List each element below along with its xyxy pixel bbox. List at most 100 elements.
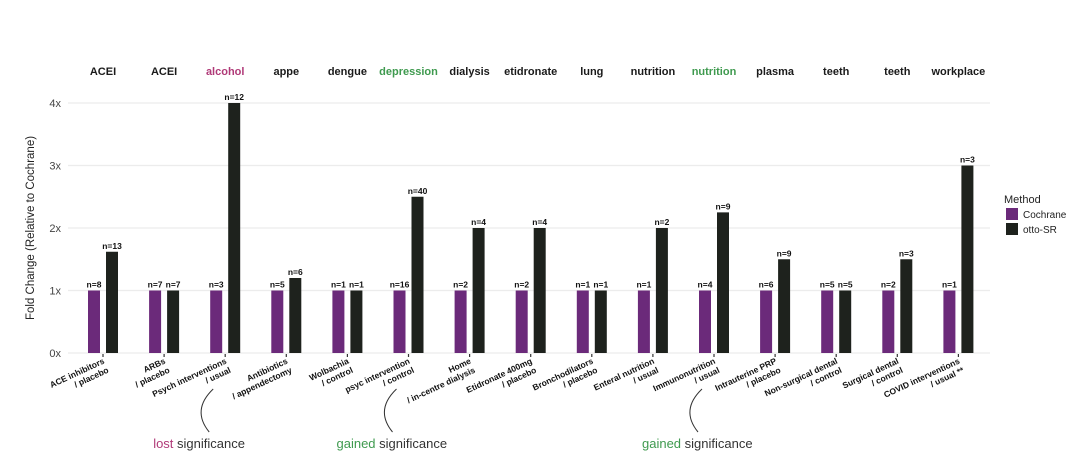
legend-swatch-otto-sr bbox=[1006, 223, 1018, 235]
y-axis-label: Fold Change (Relative to Cochrane) bbox=[25, 136, 37, 320]
n-label-otto-sr: n=1 bbox=[593, 280, 608, 290]
facet-label: nutrition bbox=[631, 66, 676, 78]
n-label-otto-sr: n=9 bbox=[777, 248, 792, 258]
bar-otto-sr bbox=[778, 259, 791, 353]
annotation-prefix: gained bbox=[337, 436, 376, 451]
n-label-cochrane: n=2 bbox=[881, 280, 896, 290]
bar-cochrane bbox=[637, 290, 650, 353]
facet-label: depression bbox=[379, 66, 438, 78]
bar-otto-sr bbox=[961, 165, 974, 353]
annotation-prefix: lost bbox=[153, 436, 174, 451]
x-axis-label: Home/ in-centre dialysis bbox=[405, 356, 477, 406]
bar-otto-sr bbox=[350, 290, 363, 353]
facet-label: workplace bbox=[930, 66, 985, 78]
facet-label: alcohol bbox=[206, 66, 245, 78]
bar-otto-sr bbox=[228, 103, 241, 353]
bar-cochrane bbox=[576, 290, 589, 353]
n-label-cochrane: n=4 bbox=[698, 280, 713, 290]
x-axis-label: ACE inhibitors/ placebo bbox=[48, 356, 110, 390]
bar-otto-sr bbox=[533, 228, 546, 353]
significance-annotations: lost significance gained significance gain… bbox=[153, 388, 753, 451]
facet-label: ACEI bbox=[90, 66, 116, 78]
legend-label-cochrane: Cochrane bbox=[1023, 210, 1067, 221]
annotation-suffix: significance bbox=[681, 436, 753, 451]
annotation-curve bbox=[200, 388, 214, 433]
bar-cochrane bbox=[882, 290, 895, 353]
facet-label: nutrition bbox=[692, 66, 737, 78]
bar-otto-sr bbox=[655, 228, 668, 353]
bar-otto-sr bbox=[289, 278, 302, 353]
y-tick-label: 3x bbox=[49, 161, 61, 173]
y-tick-label: 0x bbox=[49, 348, 61, 360]
n-label-otto-sr: n=3 bbox=[960, 155, 975, 165]
bar-otto-sr bbox=[411, 196, 424, 353]
n-label-otto-sr: n=1 bbox=[349, 280, 364, 290]
facet-label: plasma bbox=[756, 66, 795, 78]
annotation-suffix: significance bbox=[173, 436, 245, 451]
bar-cochrane bbox=[149, 290, 162, 353]
bar-cochrane bbox=[943, 290, 956, 353]
bar-otto-sr bbox=[717, 212, 729, 353]
gridlines bbox=[68, 102, 990, 354]
bar-cochrane bbox=[515, 290, 528, 353]
x-axis-labels: ACE inhibitors/ placebo ARBs/ placeboPsyc… bbox=[48, 356, 966, 406]
bar-otto-sr bbox=[900, 259, 913, 353]
n-label-cochrane: n=1 bbox=[636, 280, 651, 290]
n-label-otto-sr: n=4 bbox=[471, 217, 486, 227]
x-axis-label: Immunonutrition/ usual bbox=[651, 356, 721, 394]
n-label-otto-sr: n=7 bbox=[166, 280, 181, 290]
legend: Method Cochrane otto-SR bbox=[1004, 194, 1067, 236]
bar-cochrane bbox=[271, 290, 284, 353]
facet-label: teeth bbox=[823, 66, 850, 78]
bar-cochrane bbox=[699, 290, 711, 353]
n-label-otto-sr: n=4 bbox=[532, 217, 547, 227]
bars: n=8n=13n=7 n=7 n=3n=12n=5n=6n=1 n=1 n=16n=40… bbox=[87, 92, 975, 357]
legend-label-otto-sr: otto-SR bbox=[1023, 225, 1057, 236]
facet-label: teeth bbox=[884, 66, 911, 78]
x-axis-label: Antibiotics/ appendectomy bbox=[230, 356, 293, 402]
facet-label: ACEI bbox=[151, 66, 177, 78]
bar-cochrane bbox=[393, 290, 406, 353]
n-label-cochrane: n=2 bbox=[453, 280, 468, 290]
annotation-label: lost significance bbox=[153, 436, 245, 451]
annotation-suffix: significance bbox=[376, 436, 448, 451]
n-label-otto-sr: n=40 bbox=[408, 186, 428, 196]
facet-label: lung bbox=[580, 66, 603, 78]
legend-title: Method bbox=[1004, 194, 1041, 206]
annotation-label: gained significance bbox=[337, 436, 448, 451]
legend-swatch-cochrane bbox=[1006, 208, 1018, 220]
x-axis-label: Bronchodilators/ placebo bbox=[531, 356, 599, 393]
annotation-prefix: gained bbox=[642, 436, 681, 451]
x-axis-label: Etidronate 400mg/ placebo bbox=[465, 356, 538, 395]
n-label-cochrane: n=1 bbox=[331, 280, 346, 290]
n-label-cochrane: n=7 bbox=[148, 280, 163, 290]
y-tick-label: 2x bbox=[49, 223, 61, 235]
bar-cochrane bbox=[454, 290, 467, 353]
n-label-cochrane: n=5 bbox=[270, 280, 285, 290]
n-label-cochrane: n=1 bbox=[942, 280, 957, 290]
facet-label: dialysis bbox=[449, 66, 489, 78]
bar-cochrane bbox=[760, 290, 773, 353]
annotation-curve bbox=[689, 388, 703, 433]
facet-label: etidronate bbox=[504, 66, 557, 78]
bar-otto-sr bbox=[472, 228, 485, 353]
bar-otto-sr bbox=[106, 251, 118, 353]
y-tick-label: 1x bbox=[49, 286, 61, 298]
bar-cochrane bbox=[88, 290, 100, 353]
facet-labels: ACEI ACEI alcohol appe dengue depression dialy… bbox=[90, 66, 985, 78]
bar-otto-sr bbox=[167, 290, 180, 353]
bar-cochrane bbox=[332, 290, 345, 353]
y-axis: 0x 1x 2x 3x 4x bbox=[49, 98, 61, 360]
n-label-otto-sr: n=6 bbox=[288, 267, 303, 277]
n-label-cochrane: n=6 bbox=[759, 280, 774, 290]
bar-otto-sr bbox=[594, 290, 607, 353]
n-label-cochrane: n=3 bbox=[209, 280, 224, 290]
n-label-cochrane: n=5 bbox=[820, 280, 835, 290]
facet-label: dengue bbox=[328, 66, 367, 78]
n-label-cochrane: n=16 bbox=[390, 280, 410, 290]
bar-cochrane bbox=[210, 290, 223, 353]
n-label-otto-sr: n=9 bbox=[716, 201, 731, 211]
bar-cochrane bbox=[821, 290, 834, 353]
facet-label: appe bbox=[273, 66, 299, 78]
